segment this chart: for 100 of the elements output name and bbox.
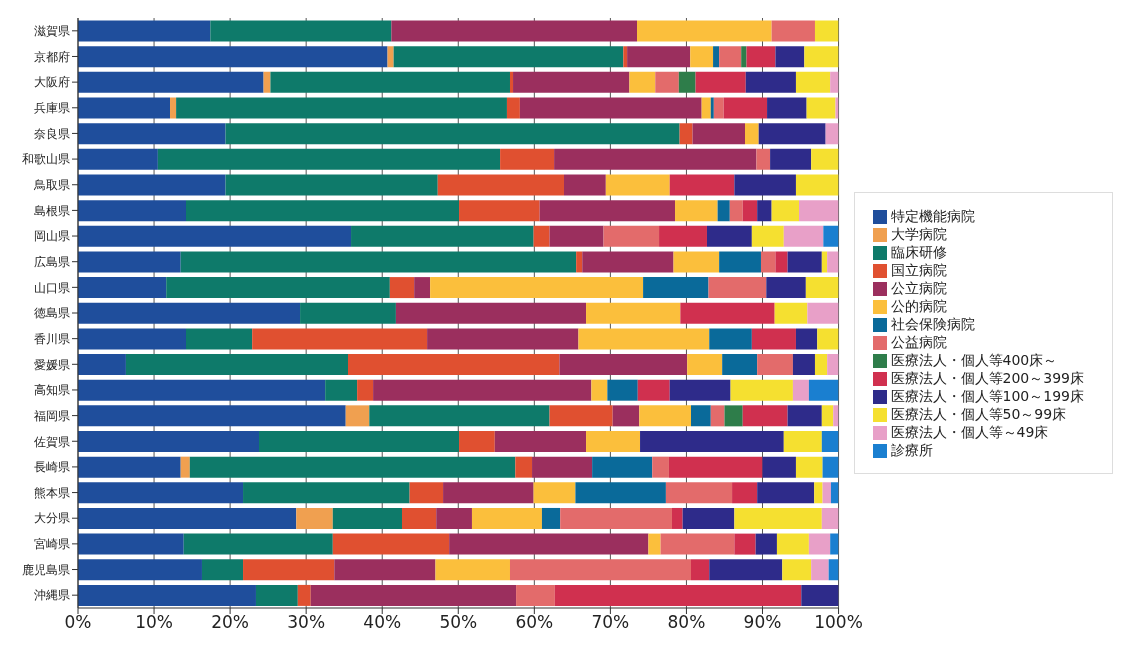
bar [252,328,428,350]
bar [692,123,745,145]
bar [691,405,711,427]
y-tick-label: 山口県 [34,280,70,295]
bar [627,46,691,68]
bar [78,97,171,119]
bar [494,431,587,452]
bar [351,225,534,247]
bar [78,533,184,555]
bar [243,482,410,504]
bar [830,482,839,504]
legend-label: 医療法人・個人等400床～ [890,352,1058,368]
bar [519,97,702,119]
bar [807,302,839,324]
bar [830,533,839,555]
bar [578,328,710,350]
bar [808,533,831,555]
bar [554,148,757,170]
y-tick-label: 兵庫県 [34,101,70,116]
x-tick-label: 40% [363,612,402,633]
bar [629,71,656,93]
bar [734,533,756,555]
bar [695,71,746,93]
y-tick-label: 香川県 [34,331,70,346]
legend-label: 臨床研修 [890,244,947,260]
y-tick-label: 鳥取県 [33,178,70,192]
bar [757,354,793,376]
bar [210,20,392,42]
bar [255,584,298,606]
bar [78,251,181,273]
bar [506,97,520,119]
bar [471,507,542,529]
bar [767,97,807,119]
y-tick-label: 宮崎県 [34,537,70,552]
bar [811,559,829,581]
bar [78,20,211,42]
x-tick-label: 30% [287,612,326,633]
bar [821,507,839,529]
y-tick-label: 福岡県 [34,408,70,423]
y-tick-label: 滋賀県 [34,24,70,39]
bar [345,405,370,427]
bar [449,533,649,555]
y-tick-label: 熊本県 [34,485,70,500]
bar [804,46,839,68]
bar [189,456,516,478]
bar [806,97,836,119]
bar [805,277,839,299]
bar [297,584,311,606]
bar [799,200,839,222]
bar [637,20,772,42]
bar [559,354,688,376]
bar [671,507,683,529]
bar [792,379,809,401]
bar [389,277,415,299]
bar [821,405,834,427]
bar [539,200,676,222]
bar [180,456,190,478]
bar [713,97,724,119]
bar [395,302,587,324]
bar [78,123,226,145]
bar [751,328,796,350]
y-tick-label: 佐賀県 [34,434,70,449]
bar [719,251,761,273]
bar [443,482,534,504]
bar [675,200,718,222]
bar [270,71,510,93]
bar [170,97,177,119]
bar [762,456,796,478]
bar [673,251,720,273]
bar [734,174,796,196]
bar [808,379,839,401]
bar [823,225,839,247]
bar [513,71,630,93]
bar [541,507,561,529]
bar [795,456,823,478]
x-tick-label: 50% [439,612,478,633]
bar [554,584,802,606]
bar [393,46,624,68]
bar [679,123,693,145]
y-tick-label: 沖縄県 [34,588,70,603]
bar [575,482,666,504]
bar [78,277,167,299]
bar [515,456,533,478]
bar [612,405,640,427]
bar [640,431,784,452]
bar [607,379,638,401]
bar [783,431,822,452]
bar [821,431,839,452]
legend-label: 医療法人・個人等～49床 [890,424,1049,440]
legend-label: 公益病院 [890,334,947,350]
bar [592,456,653,478]
bar [78,200,186,222]
bar [509,559,691,581]
bar [751,225,784,247]
bar [814,482,823,504]
bar [655,71,679,93]
y-tick-label: 島根県 [34,203,70,218]
bar [770,148,812,170]
bar [713,46,720,68]
bar [774,302,808,324]
